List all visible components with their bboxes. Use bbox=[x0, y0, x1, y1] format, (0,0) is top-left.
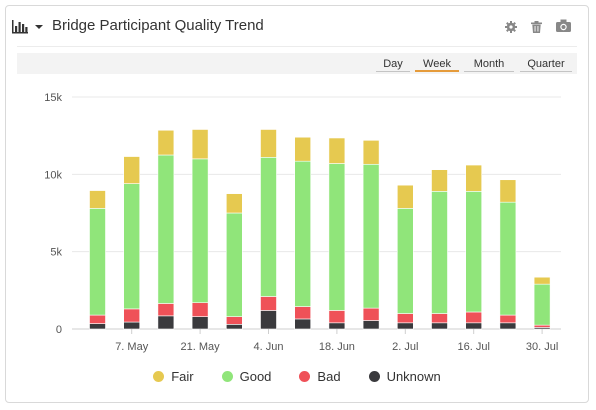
bar-segment-fair bbox=[260, 129, 277, 158]
bar-segment-bad bbox=[191, 302, 209, 317]
bar-segment-bad bbox=[260, 296, 277, 311]
y-tick-label: 0 bbox=[56, 324, 62, 336]
bar-segment-fair bbox=[89, 190, 106, 209]
chart-title: Bridge Participant Quality Trend bbox=[52, 17, 264, 34]
x-tick-label: 4. Jun bbox=[254, 341, 284, 353]
x-tick-label: 2. Jul bbox=[392, 341, 418, 353]
x-tick-label: 16. Jul bbox=[457, 341, 489, 353]
bar-segment-unknown bbox=[157, 315, 175, 330]
legend-item-unknown[interactable]: Unknown bbox=[368, 369, 441, 384]
range-month-button[interactable]: Month bbox=[464, 57, 514, 72]
bar-chart-icon bbox=[12, 20, 28, 34]
bar-segment-good bbox=[328, 163, 346, 311]
y-tick-label: 10k bbox=[44, 169, 62, 181]
bar-segment-good bbox=[260, 157, 277, 297]
bar-segment-bad bbox=[226, 316, 243, 325]
time-range-selector: Day Week Month Quarter bbox=[17, 53, 577, 74]
header-divider bbox=[17, 46, 577, 47]
bar-segment-good bbox=[533, 283, 551, 326]
bar-segment-good bbox=[294, 160, 312, 307]
bar-segment-bad bbox=[396, 313, 414, 324]
bar-segment-bad bbox=[328, 310, 346, 324]
bar-segment-bad bbox=[533, 324, 551, 328]
x-tick-label: 21. May bbox=[181, 341, 221, 353]
legend-swatch-unknown bbox=[368, 371, 380, 382]
legend-label-fair: Fair bbox=[171, 369, 194, 384]
panel-header: Bridge Participant Quality Trend bbox=[6, 6, 588, 46]
chart-type-dropdown[interactable] bbox=[12, 19, 46, 35]
gear-icon[interactable] bbox=[505, 21, 517, 33]
bar-segment-good bbox=[157, 154, 175, 304]
bar-segment-good bbox=[226, 212, 243, 317]
bar-segment-bad bbox=[465, 311, 483, 324]
range-day-button[interactable]: Day bbox=[376, 57, 410, 72]
bar-segment-unknown bbox=[362, 320, 380, 330]
x-tick-label: 7. May bbox=[115, 341, 149, 353]
bar-segment-unknown bbox=[89, 323, 106, 330]
bar-segment-bad bbox=[123, 308, 140, 323]
stacked-bar-chart: 0 5k 10k 15k 7. May 21. May 4. Jun 18. Jun 2. Ju… bbox=[44, 92, 561, 353]
bar-segment-fair bbox=[499, 179, 517, 203]
bar-segment-fair bbox=[328, 137, 346, 164]
legend-item-bad[interactable]: Bad bbox=[299, 369, 341, 384]
bar-segment-fair bbox=[465, 164, 483, 192]
range-quarter-button[interactable]: Quarter bbox=[520, 57, 572, 72]
legend-item-fair[interactable]: Fair bbox=[153, 369, 194, 384]
bar-segment-unknown bbox=[499, 322, 517, 330]
bar-segment-good bbox=[89, 208, 106, 316]
bar-segment-unknown bbox=[260, 310, 277, 330]
bar-segment-unknown bbox=[294, 318, 312, 330]
bar-segment-fair bbox=[226, 193, 243, 214]
bar-segment-unknown bbox=[191, 316, 209, 330]
bar-segment-unknown bbox=[396, 322, 414, 330]
legend-swatch-good bbox=[221, 371, 233, 382]
trash-icon[interactable] bbox=[531, 21, 542, 33]
legend-swatch-bad bbox=[299, 371, 311, 382]
legend-label-good: Good bbox=[239, 369, 272, 384]
bar-segment-good bbox=[431, 191, 448, 314]
bar-segment-fair bbox=[191, 129, 209, 160]
legend-item-good[interactable]: Good bbox=[221, 369, 272, 384]
bar-segment-bad bbox=[89, 314, 106, 324]
bar-segment-good bbox=[191, 158, 209, 304]
bar-segment-bad bbox=[157, 303, 175, 317]
bar-segment-good bbox=[465, 191, 483, 313]
legend-label-bad: Bad bbox=[317, 369, 341, 384]
bar-segment-fair bbox=[362, 140, 380, 165]
legend-swatch-fair bbox=[153, 371, 165, 382]
range-week-button[interactable]: Week bbox=[415, 57, 459, 72]
bar-segment-fair bbox=[157, 129, 175, 156]
bar-segment-unknown bbox=[123, 321, 140, 330]
y-tick-label: 5k bbox=[50, 247, 62, 259]
chart-legend: Fair Good Bad Unknown bbox=[6, 369, 588, 384]
bar-segment-fair bbox=[431, 169, 448, 192]
chevron-down-icon bbox=[35, 25, 43, 29]
bar-segment-unknown bbox=[465, 322, 483, 330]
bar-segment-good bbox=[123, 183, 140, 310]
bar-segment-good bbox=[499, 201, 517, 316]
bar-segment-bad bbox=[499, 314, 517, 324]
bar-segment-unknown bbox=[328, 322, 346, 330]
y-tick-label: 15k bbox=[44, 92, 62, 104]
bar-segment-unknown bbox=[431, 322, 448, 330]
bar-segment-good bbox=[396, 208, 414, 314]
bar-segment-bad bbox=[431, 313, 448, 324]
bar-segment-fair bbox=[123, 156, 140, 184]
bar-segment-good bbox=[362, 163, 380, 309]
chart-panel: Bridge Participant Quality Trend Day We bbox=[5, 5, 589, 403]
x-tick-label: 18. Jun bbox=[319, 341, 355, 353]
bar-segment-bad bbox=[294, 306, 312, 320]
camera-icon[interactable] bbox=[556, 19, 571, 32]
bar-segment-unknown bbox=[226, 324, 243, 330]
bar-segment-fair bbox=[396, 184, 414, 209]
legend-label-unknown: Unknown bbox=[386, 369, 441, 384]
x-tick-label: 30. Jul bbox=[526, 341, 558, 353]
bar-segment-fair bbox=[533, 276, 551, 285]
bar-segment-bad bbox=[362, 307, 380, 321]
bar-segment-fair bbox=[294, 136, 312, 162]
